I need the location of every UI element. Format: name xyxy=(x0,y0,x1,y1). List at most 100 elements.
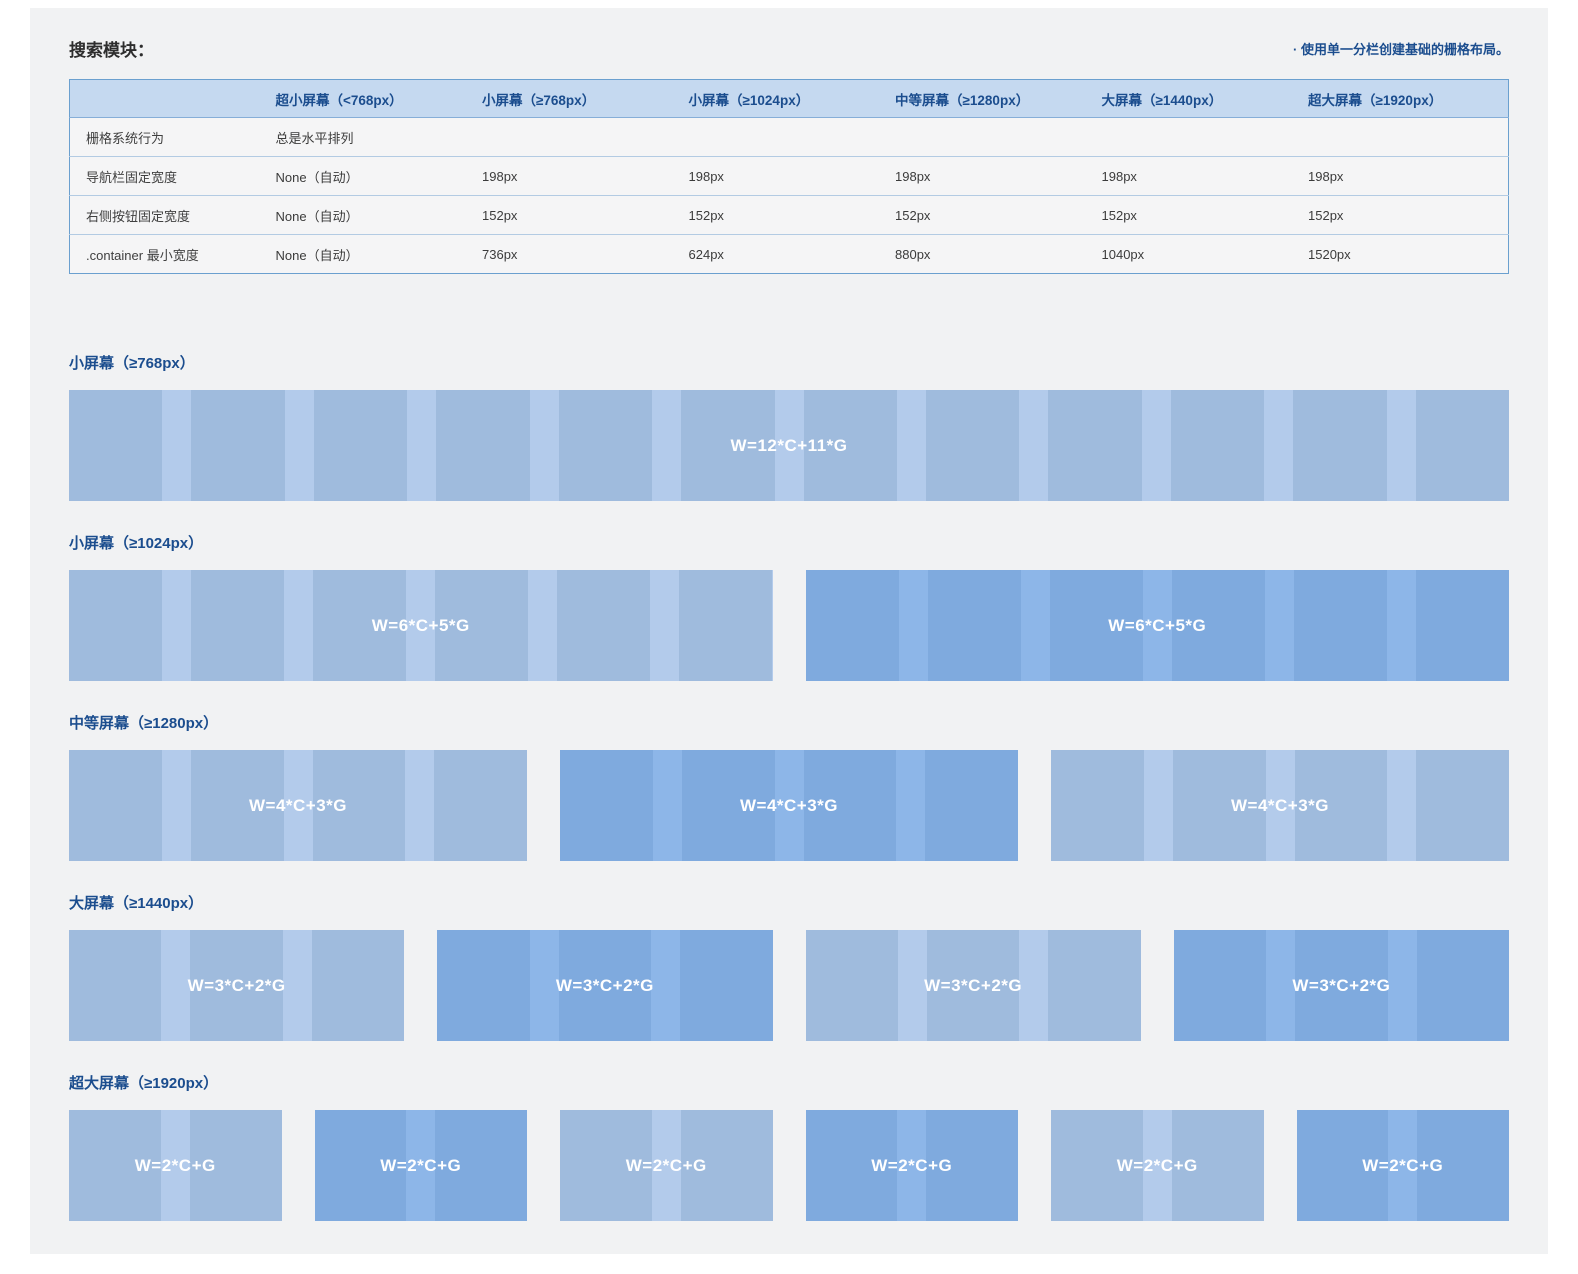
section-heading: 大屏幕（≥1440px） xyxy=(69,895,204,912)
table-header-cell: 小屏幕（≥768px） xyxy=(476,79,683,118)
table-cell: 总是水平排列 xyxy=(269,117,476,157)
grid-column xyxy=(190,750,284,861)
grid-bar: W=2*C+G xyxy=(805,1110,1018,1221)
grid-bar-columns xyxy=(69,930,405,1041)
grid-column xyxy=(437,930,530,1041)
grid-column xyxy=(191,390,285,501)
table-cell: 152px xyxy=(889,195,1096,235)
grid-column xyxy=(69,750,162,861)
grid-bar: W=3*C+2*G xyxy=(805,930,1141,1041)
page-title: 搜索模块： xyxy=(69,41,154,60)
grid-section: 大屏幕（≥1440px） W=3*C+2*G W=3*C+2*G W=3*C+2*G W… xyxy=(69,894,1509,1041)
table-body: 栅格系统行为 总是水平排列 导航栏固定宽度 None（自动） 198px 198px 198… xyxy=(69,117,1509,274)
grid-column xyxy=(436,390,530,501)
grid-column xyxy=(926,930,1020,1041)
grid-bar-row: W=2*C+G W=2*C+G W=2*C+G W=2*C+G W=2*C+G W=2*C… xyxy=(69,1110,1509,1221)
grid-column xyxy=(313,570,407,681)
table-header-cell: 超大屏幕（≥1920px） xyxy=(1302,79,1509,118)
grid-bar: W=2*C+G xyxy=(560,1110,773,1221)
grid-column xyxy=(435,1110,527,1221)
grid-column xyxy=(679,570,773,681)
grid-column xyxy=(1415,390,1509,501)
section-heading: 中等屏幕（≥1280px） xyxy=(69,715,219,732)
grid-bar: W=6*C+5*G xyxy=(805,570,1509,681)
table-cell: None（自动） xyxy=(269,156,476,196)
grid-column xyxy=(681,390,775,501)
grid-column xyxy=(1051,750,1144,861)
table-row: 栅格系统行为 总是水平排列 xyxy=(69,117,1509,157)
table-row: .container 最小宽度 None（自动） 736px 624px 880px 10… xyxy=(69,234,1509,274)
table-header-row: 超小屏幕（<768px） 小屏幕（≥768px） 小屏幕（≥1024px） 中等屏幕（… xyxy=(69,79,1509,118)
table-cell: None（自动） xyxy=(269,195,476,235)
grid-column xyxy=(1170,390,1265,501)
table-row-label: .container 最小宽度 xyxy=(69,234,270,274)
grid-column xyxy=(805,930,898,1041)
grid-section: 超大屏幕（≥1920px） W=2*C+G W=2*C+G W=2*C+G W=2*C+… xyxy=(69,1074,1509,1221)
grid-column xyxy=(1048,930,1141,1041)
grid-bar: W=2*C+G xyxy=(314,1110,527,1221)
grid-bar-columns xyxy=(69,570,773,681)
page-note: · 使用单一分栏创建基础的栅格布局。 xyxy=(1293,42,1509,57)
content-panel: 搜索模块： · 使用单一分栏创建基础的栅格布局。 超小屏幕（<768px） 小屏幕… xyxy=(30,8,1548,1254)
grid-column xyxy=(434,750,527,861)
table-cell: 152px xyxy=(682,195,889,235)
grid-column xyxy=(190,930,283,1041)
grid-bar: W=4*C+3*G xyxy=(1051,750,1509,861)
grid-bar: W=2*C+G xyxy=(1051,1110,1264,1221)
grid-column xyxy=(69,570,163,681)
grid-bar-columns xyxy=(1051,1110,1264,1221)
table-cell: 624px xyxy=(682,234,889,274)
grid-bar-label: W=3*C+2*G xyxy=(187,975,286,995)
grid-bar: W=3*C+2*G xyxy=(437,930,773,1041)
grid-bar-label: W=2*C+G xyxy=(871,1155,953,1175)
section-heading: 小屏幕（≥768px） xyxy=(69,355,195,372)
grid-bar-label: W=6*C+5*G xyxy=(371,615,470,635)
grid-bar-label: W=3*C+2*G xyxy=(555,975,654,995)
grid-bar-columns xyxy=(560,750,1018,861)
grid-column xyxy=(1293,570,1387,681)
grid-column xyxy=(680,1110,773,1221)
table-header-cell: 中等屏幕（≥1280px） xyxy=(889,79,1096,118)
table-cell xyxy=(1095,117,1302,157)
grid-column xyxy=(1171,570,1265,681)
grid-bar-label: W=2*C+G xyxy=(380,1155,462,1175)
table-cell: 198px xyxy=(1095,156,1302,196)
grid-bar-label: W=4*C+3*G xyxy=(739,795,839,815)
grid-bar-columns xyxy=(69,390,1509,501)
grid-column xyxy=(189,1110,282,1221)
grid-column xyxy=(926,1110,1018,1221)
table-cell: 152px xyxy=(476,195,683,235)
table-header-cell: 大屏幕（≥1440px） xyxy=(1095,79,1302,118)
grid-bar-label: W=2*C+G xyxy=(1116,1155,1198,1175)
grid-column xyxy=(191,570,285,681)
grid-column xyxy=(681,750,775,861)
table-cell xyxy=(476,117,683,157)
table-cell: 198px xyxy=(476,156,683,196)
grid-column xyxy=(925,750,1018,861)
grid-bar-label: W=12*C+11*G xyxy=(730,435,848,455)
grid-bar-label: W=2*C+G xyxy=(1362,1155,1444,1175)
grid-bar: W=4*C+3*G xyxy=(560,750,1018,861)
table-cell: 198px xyxy=(682,156,889,196)
grid-bar-row: W=4*C+3*G W=4*C+3*G W=4*C+3*G xyxy=(69,750,1509,861)
table-cell xyxy=(889,117,1096,157)
grid-column xyxy=(1294,750,1388,861)
grid-bar-label: W=2*C+G xyxy=(625,1155,707,1175)
grid-bar-label: W=6*C+5*G xyxy=(1108,615,1207,635)
grid-bar-label: W=3*C+2*G xyxy=(1292,975,1391,995)
grid-column xyxy=(1416,930,1509,1041)
breakpoints-table: 超小屏幕（<768px） 小屏幕（≥768px） 小屏幕（≥1024px） 中等屏幕（… xyxy=(69,79,1509,274)
grid-bar-columns xyxy=(1173,930,1509,1041)
grid-column xyxy=(1296,1110,1389,1221)
grid-column xyxy=(1293,390,1387,501)
grid-bar-row: W=3*C+2*G W=3*C+2*G W=3*C+2*G W=3*C+2*G xyxy=(69,930,1509,1041)
grid-column xyxy=(69,930,162,1041)
grid-column xyxy=(1049,570,1143,681)
grid-column xyxy=(803,390,897,501)
table-cell: 198px xyxy=(889,156,1096,196)
grid-column xyxy=(311,930,405,1041)
grid-bar-columns xyxy=(69,1110,282,1221)
grid-sections: 小屏幕（≥768px） W=12*C+11*G 小屏幕（≥1024px） W=6*C+… xyxy=(69,354,1509,1221)
grid-column xyxy=(680,930,773,1041)
grid-bar-columns xyxy=(1296,1110,1509,1221)
